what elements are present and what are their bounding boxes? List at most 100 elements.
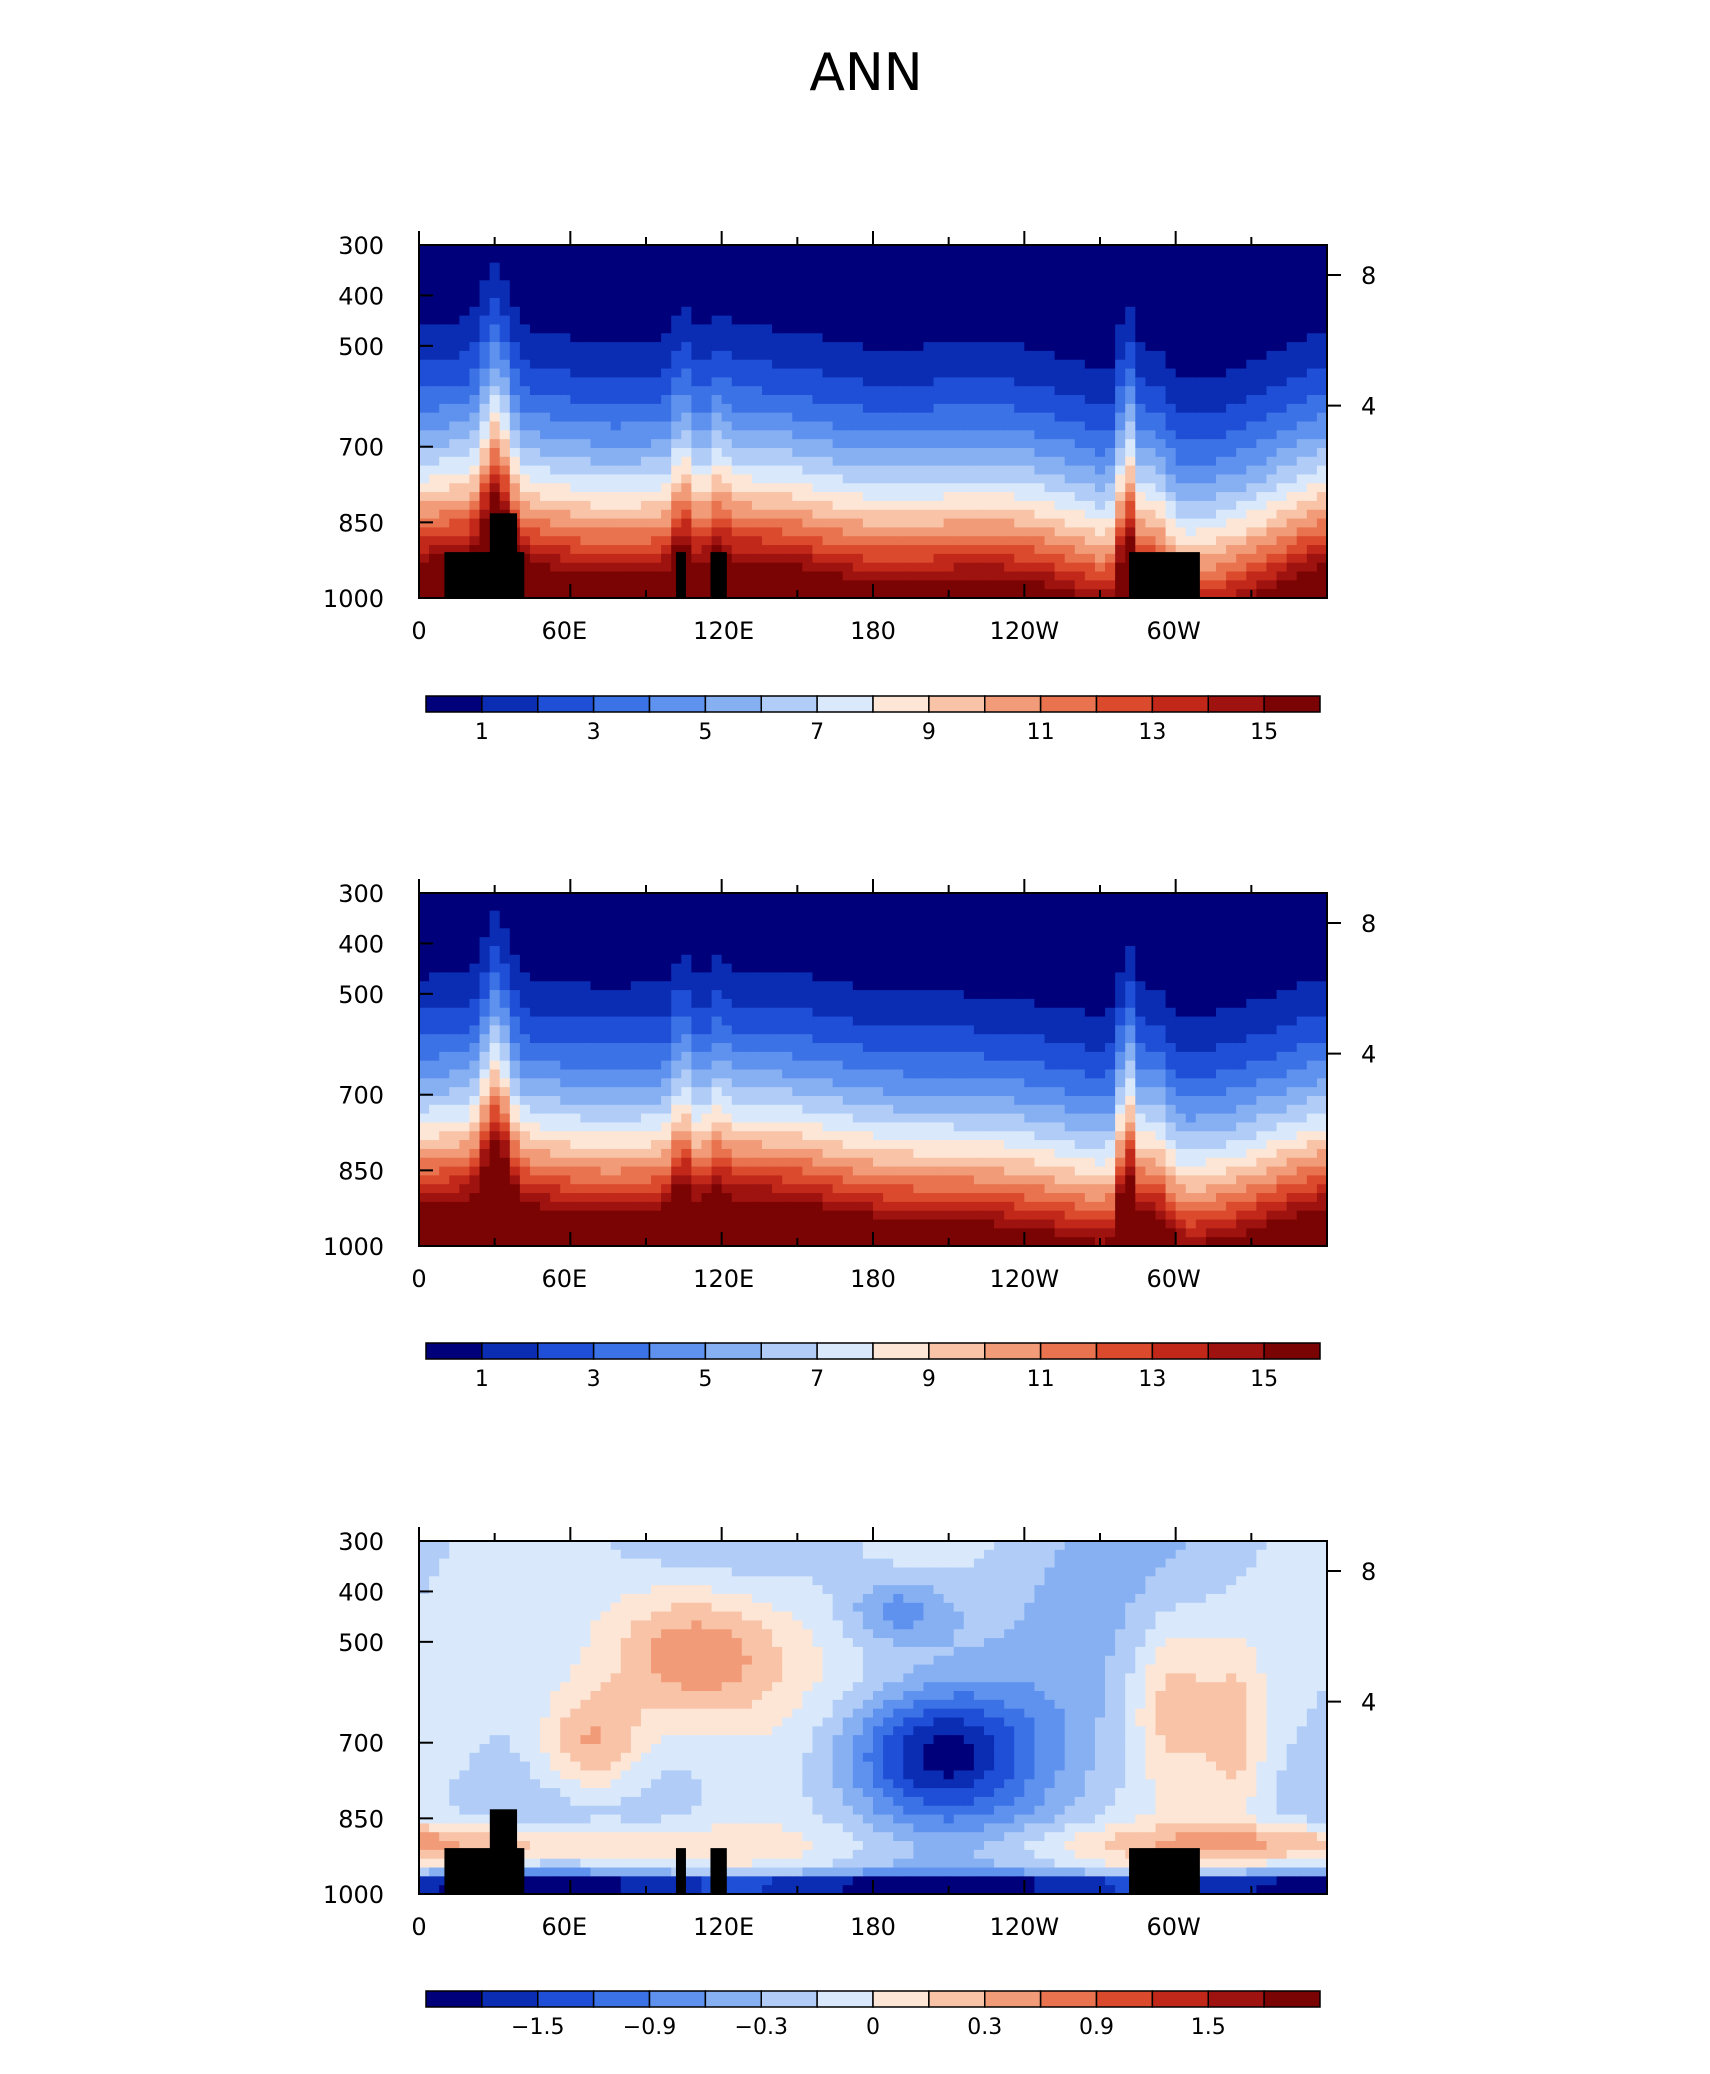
field-cell <box>701 1060 713 1071</box>
field-cell <box>651 350 662 361</box>
field-cell <box>1165 509 1177 520</box>
field-cell <box>701 1237 713 1247</box>
field-cell <box>923 500 935 511</box>
field-cell <box>963 447 975 458</box>
field-cell <box>681 500 692 511</box>
field-cell <box>499 447 511 458</box>
field-cell <box>691 562 703 573</box>
field-cell <box>509 333 521 343</box>
field-cell <box>671 937 682 947</box>
field-cell <box>509 1113 521 1124</box>
field-cell <box>651 412 662 423</box>
field-cell <box>731 456 743 467</box>
field-cell <box>439 1166 450 1176</box>
field-cell <box>1125 245 1136 255</box>
field-cell <box>580 1016 592 1026</box>
field-cell <box>1175 439 1187 449</box>
field-cell <box>570 509 582 520</box>
field-cell <box>630 386 642 396</box>
field-cell <box>1125 324 1136 334</box>
field-cell <box>1105 386 1116 396</box>
field-cell <box>832 289 844 299</box>
field-cell <box>1226 262 1237 273</box>
field-cell <box>590 928 602 938</box>
field-cell <box>772 245 783 255</box>
field-cell <box>439 518 450 528</box>
field-cell <box>1195 536 1207 546</box>
field-cell <box>1004 518 1015 528</box>
field-cell <box>610 447 622 458</box>
field-cell <box>630 1043 642 1053</box>
field-cell <box>610 289 622 299</box>
field-cell <box>1165 342 1177 352</box>
field-cell <box>1105 509 1116 520</box>
field-cell <box>1054 545 1066 555</box>
field-cell <box>519 1219 531 1229</box>
field-cell <box>1034 412 1046 423</box>
field-cell <box>469 439 481 449</box>
field-cell <box>489 998 501 1009</box>
field-cell <box>1205 253 1217 264</box>
field-cell <box>943 500 955 511</box>
field-cell <box>560 289 571 299</box>
field-cell <box>1044 368 1056 378</box>
field-cell <box>741 981 753 991</box>
field-cell <box>862 359 874 370</box>
field-cell <box>711 1043 723 1053</box>
field-cell <box>1205 483 1217 493</box>
field-cell <box>630 1210 642 1221</box>
field-cell <box>1125 474 1136 484</box>
field-cell <box>1236 253 1247 264</box>
field-cell <box>469 1210 481 1221</box>
field-cell <box>983 342 995 352</box>
field-cell <box>600 1043 612 1053</box>
field-cell <box>449 439 460 449</box>
field-cell <box>600 1078 612 1088</box>
field-cell <box>1034 553 1046 564</box>
field-cell <box>963 289 975 299</box>
field-cell <box>1205 465 1217 476</box>
field-cell <box>1094 562 1106 573</box>
field-cell <box>570 972 582 982</box>
field-cell <box>651 1166 662 1176</box>
field-cell <box>590 527 602 537</box>
field-cell <box>1024 289 1036 299</box>
field-cell <box>1044 297 1056 308</box>
field-cell <box>1054 527 1066 537</box>
field-cell <box>580 990 592 1000</box>
field-cell <box>489 342 501 352</box>
field-cell <box>1024 377 1036 387</box>
field-cell <box>459 1043 471 1053</box>
field-cell <box>852 403 864 414</box>
field-cell <box>610 1043 622 1053</box>
field-cell <box>1306 527 1318 537</box>
field-cell <box>439 492 450 502</box>
field-cell <box>590 954 602 965</box>
field-cell <box>691 280 703 290</box>
field-cell <box>439 430 450 440</box>
field-cell <box>429 1228 440 1238</box>
field-cell <box>661 439 672 449</box>
field-cell <box>1276 350 1288 361</box>
field-cell <box>1105 483 1116 493</box>
field-cell <box>661 1025 672 1035</box>
field-cell <box>429 589 440 599</box>
field-cell <box>1054 492 1066 502</box>
field-cell <box>782 253 793 264</box>
field-cell <box>741 963 753 974</box>
field-cell <box>429 1131 440 1141</box>
field-cell <box>499 465 511 476</box>
field-cell <box>873 412 884 423</box>
field-cell <box>661 527 672 537</box>
field-cell <box>933 359 945 370</box>
field-cell <box>983 333 995 343</box>
field-cell <box>1034 447 1046 458</box>
field-cell <box>600 465 612 476</box>
field-cell <box>721 350 733 361</box>
field-cell <box>953 518 965 528</box>
field-cell <box>550 439 561 449</box>
field-cell <box>560 553 571 564</box>
field-cell <box>419 893 430 903</box>
field-cell <box>701 1104 713 1115</box>
field-cell <box>590 1228 602 1238</box>
